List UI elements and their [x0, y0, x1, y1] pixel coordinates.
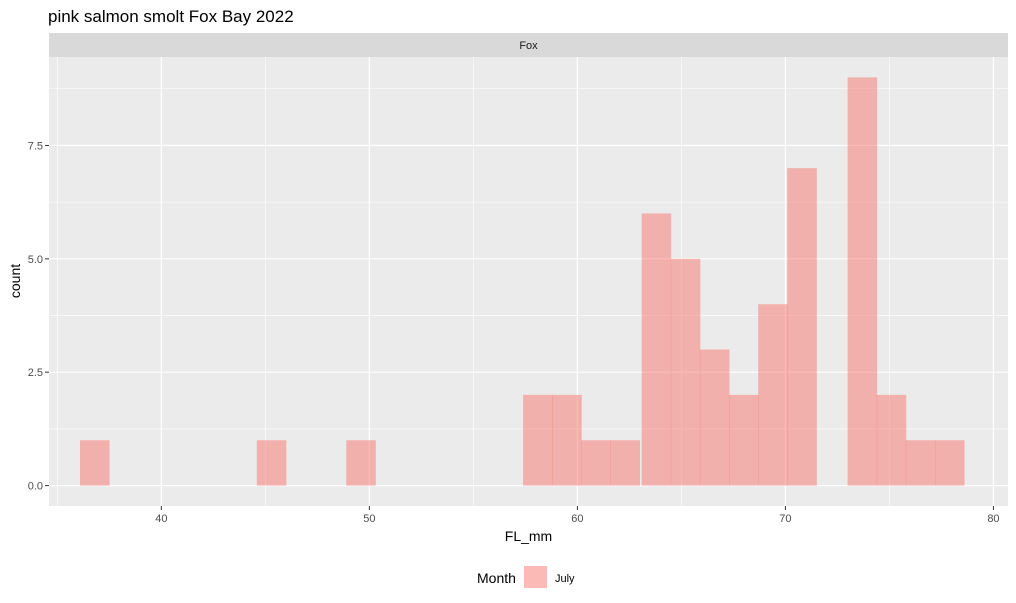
histogram-bar — [670, 258, 701, 486]
legend-key-july — [524, 566, 547, 588]
x-axis: 40 50 60 70 80 — [155, 506, 1000, 525]
facet-label: Fox — [519, 40, 538, 52]
histogram-bar — [523, 394, 553, 486]
histogram-bar — [79, 440, 110, 486]
legend-label-july: July — [555, 573, 575, 585]
histogram-bar — [552, 394, 582, 486]
y-tick-label: 7.5 — [28, 140, 43, 152]
histogram-bar — [729, 394, 759, 486]
y-tick-label: 0.0 — [28, 481, 43, 493]
x-tick-label: 50 — [363, 513, 375, 525]
histogram-bar — [581, 440, 611, 486]
histogram-bar — [787, 168, 817, 486]
histogram-bar — [934, 440, 965, 486]
x-tick-label: 60 — [571, 513, 583, 525]
y-tick-label: 2.5 — [28, 367, 43, 379]
x-tick-label: 70 — [779, 513, 791, 525]
histogram-bar — [758, 304, 788, 486]
histogram-bar — [346, 440, 376, 486]
histogram-bar — [847, 77, 878, 486]
histogram-bar — [699, 349, 730, 486]
histogram-bar — [256, 440, 287, 486]
legend-title: Month — [477, 570, 516, 586]
x-tick-label: 80 — [987, 513, 999, 525]
y-tick-label: 5.0 — [28, 254, 43, 266]
histogram-bar — [641, 213, 672, 486]
legend: Month July — [477, 566, 575, 588]
y-axis: 0.0 2.5 5.0 7.5 — [28, 140, 49, 493]
facet-strip — [49, 33, 1008, 57]
x-tick-label: 40 — [155, 513, 167, 525]
x-axis-title: FL_mm — [505, 528, 552, 544]
histogram-bar — [876, 394, 907, 486]
histogram-bar — [610, 440, 641, 486]
chart-title: pink salmon smolt Fox Bay 2022 — [48, 7, 294, 26]
y-axis-title: count — [7, 264, 23, 298]
histogram-bars — [79, 77, 965, 486]
histogram-bar — [905, 440, 936, 486]
